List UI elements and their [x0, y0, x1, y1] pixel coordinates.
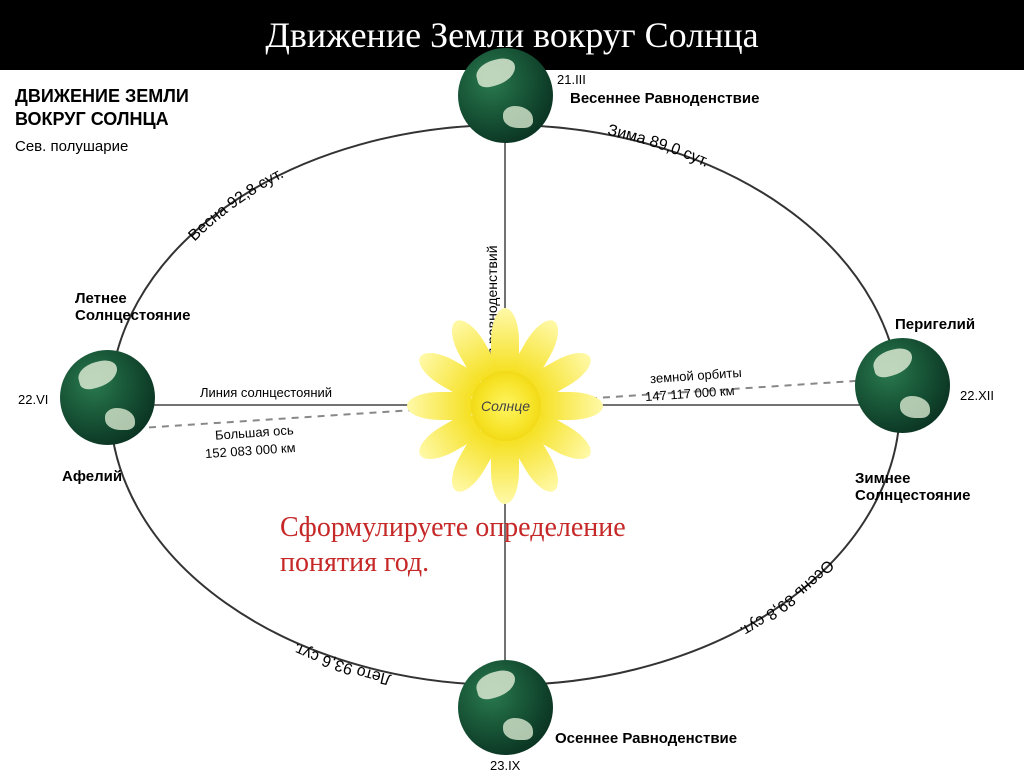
callout-line1: Сформулируете определение [280, 510, 626, 545]
arc-winter-label: Зима 89,0 сут. [606, 122, 712, 171]
vernal-equinox-label: Весеннее Равноденствие [570, 90, 759, 107]
arc-autumn-label: Осень 89,8 сут. [737, 556, 837, 639]
diagram-canvas: Весна 92,8 сут. Зима 89,0 сут. Осень 89,… [0, 70, 1024, 768]
earth-top [458, 48, 553, 143]
summer-date: 22.VI [18, 392, 48, 407]
autumn-date: 23.IX [490, 758, 520, 773]
callout-line2: понятия год. [280, 545, 626, 580]
solstice-line-label: Линия солнцестояний [200, 385, 332, 400]
earth-left [60, 350, 155, 445]
hemisphere-label: Сев. полушарие [15, 138, 128, 155]
vernal-date: 21.III [557, 72, 586, 87]
arc-spring-label: Весна 92,8 сут. [185, 165, 286, 244]
subtitle-line2: ВОКРУГ СОЛНЦА [15, 108, 189, 131]
perihelion-label: Перигелий [895, 316, 975, 333]
sun-core: Солнце [471, 371, 541, 441]
aphelion-label: Афелий [62, 468, 122, 485]
autumn-equinox-label: Осеннее Равноденствие [555, 730, 737, 747]
winter-solstice-label: Зимнее Солнцестояние [855, 470, 970, 504]
arc-summer-label: Лето 93,6 сут. [291, 639, 393, 687]
earth-bottom [458, 660, 553, 755]
subtitle-line1: ДВИЖЕНИЕ ЗЕМЛИ [15, 85, 189, 108]
callout: Сформулируете определение понятия год. [280, 510, 626, 580]
summer-solstice-label: Летнее Солнцестояние [75, 290, 190, 324]
winter-date: 22.XII [960, 388, 994, 403]
subtitle-block: ДВИЖЕНИЕ ЗЕМЛИ ВОКРУГ СОЛНЦА [15, 85, 189, 130]
earth-right [855, 338, 950, 433]
sun-label: Солнце [481, 398, 530, 414]
sun: Солнце [428, 328, 583, 483]
